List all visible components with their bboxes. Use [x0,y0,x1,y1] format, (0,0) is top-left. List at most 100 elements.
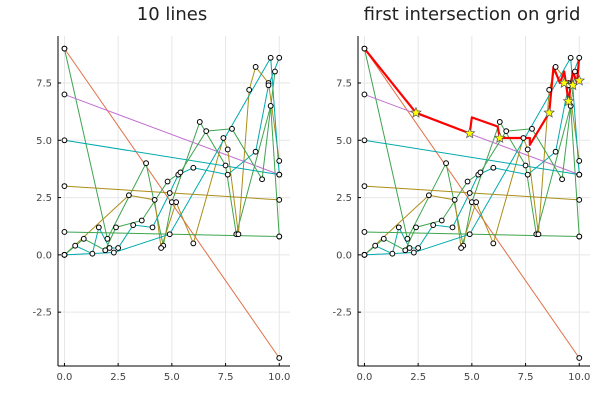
data-point-y7 [576,196,583,203]
data-point-y2 [267,102,274,109]
data-point-y10 [164,178,171,185]
data-point-y8 [89,250,96,257]
data-point-y10 [559,176,565,183]
data-point-y7 [361,183,368,190]
data-point-y4 [473,199,480,206]
data-point-y8 [166,190,173,196]
data-point-y10 [177,169,184,176]
intersection-star-marker [558,76,571,88]
data-point-y4 [246,86,253,93]
data-point-y8 [372,242,379,249]
data-point-y10 [361,251,368,258]
data-point-y10 [529,125,535,132]
y-tick-label: 0.0 [36,250,52,261]
y-tick-label: 5.0 [336,136,352,147]
data-point-y8 [395,224,402,231]
data-point-y9 [361,229,368,235]
data-point-y4 [224,146,231,153]
data-point-y8 [95,224,102,231]
data-point-y10 [138,217,145,224]
data-point-y8 [406,245,413,251]
data-point-y4 [158,245,165,251]
data-point-y8 [430,222,437,228]
data-point-y6 [576,171,583,178]
x-tick-label: 7.5 [518,372,534,383]
data-point-y4 [458,245,465,251]
data-point-y4 [276,157,283,164]
data-point-y5 [361,137,368,144]
y-tick-label: 7.5 [36,78,52,89]
data-point-y4 [125,192,132,199]
data-point-y9 [61,229,68,235]
data-point-y10 [402,247,409,254]
intersection-star-marker [493,131,506,143]
intersection-star-marker [463,127,476,139]
y-tick-label: 7.5 [336,78,352,89]
data-point-y2 [522,162,529,169]
data-point-y6 [466,231,473,238]
data-point-y8 [389,250,396,257]
x-tick-label: 10.0 [568,372,590,383]
data-point-y4 [173,199,180,206]
data-point-y4 [490,240,497,247]
data-point-y8 [265,82,272,89]
data-point-y10 [380,235,387,242]
chart-title-right: first intersection on grid [364,4,581,25]
data-point-y4 [552,64,559,70]
intersection-star-marker [543,106,556,118]
data-point-y2 [196,119,203,125]
data-point-y6 [567,54,574,61]
x-tick-label: 7.5 [218,372,234,383]
data-point-y8 [224,171,231,178]
x-tick-label: 2.5 [110,372,126,383]
data-point-y8 [190,164,197,171]
chart-panel-right: first intersection on grid 0.0 2.5 5.0 7.5 1… [332,4,590,383]
data-point-y4 [220,135,227,141]
data-point-y8 [552,148,559,155]
plot-area-right: 0.0 2.5 5.0 7.5 10.0 -2.5 0.0 2.5 5.0 7.5 [332,36,590,383]
data-point-y4 [524,146,531,153]
y-tick-label: -2.5 [332,308,352,319]
data-point-y6 [110,249,117,256]
series-line-y5 [364,139,580,176]
x-tick-label: 0.0 [356,372,372,383]
chart-panel-left: 10 lines 0.0 2.5 5.0 7.5 10.0 -2.5 0.0 2.5 5.0 7.… [32,4,290,383]
data-point-y8 [72,242,79,249]
data-point-y10 [572,68,578,75]
data-point-y2 [61,45,68,52]
y-tick-label: 5.0 [36,136,52,147]
data-point-y4 [520,135,527,141]
data-point-y8 [576,54,583,61]
data-point-y10 [477,169,484,176]
data-point-y8 [449,224,456,231]
intersection-star-marker [562,95,575,107]
data-point-y6 [276,171,283,178]
data-point-y8 [466,190,473,196]
data-point-y6 [410,249,417,256]
x-tick-label: 5.0 [464,372,480,383]
data-point-y8 [415,245,422,251]
series-line-y5 [64,139,280,176]
data-point-y8 [490,164,497,171]
data-point-y9 [276,233,283,240]
data-point-y8 [524,171,531,178]
data-point-y8 [252,148,259,155]
y-tick-label: 2.5 [336,193,352,204]
data-point-y10 [203,128,210,135]
data-point-y4 [235,231,242,238]
data-point-y4 [151,196,158,203]
intersection-star-marker [573,74,586,86]
data-point-y2 [443,160,449,167]
chart-title-left: 10 lines [137,4,208,25]
y-tick-label: -2.5 [32,308,52,319]
data-point-y3 [61,91,68,98]
data-point-y2 [222,162,229,169]
data-point-y4 [576,157,583,164]
data-point-y4 [535,231,542,238]
data-point-y4 [252,64,259,70]
data-point-y10 [464,178,471,185]
data-point-y10 [102,247,109,254]
data-point-y2 [104,235,111,242]
data-point-y10 [229,125,235,132]
